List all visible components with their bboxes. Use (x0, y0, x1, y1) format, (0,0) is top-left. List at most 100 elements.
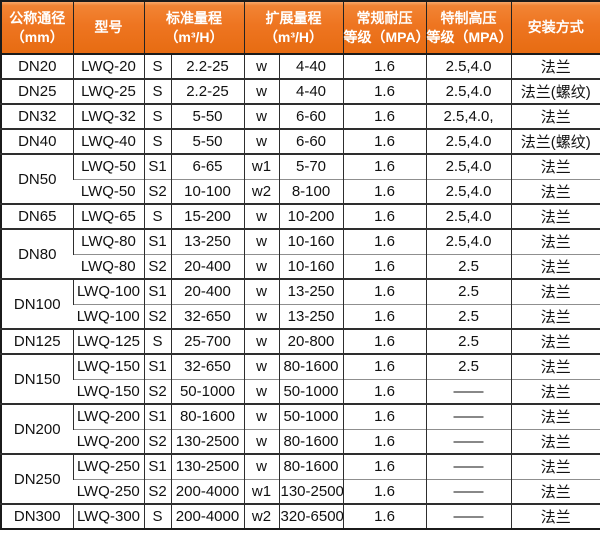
normal-pressure-cell: 1.6 (342, 278, 426, 304)
install-method-cell: 法兰 (510, 453, 600, 479)
standard-range-cell: 13-250 (170, 228, 244, 254)
normal-pressure-cell: 1.6 (342, 478, 426, 504)
install-method-cell: 法兰 (510, 328, 600, 354)
extended-range-cell: 10-160 (278, 253, 343, 279)
extended-grade-cell: w (243, 53, 279, 79)
install-method-cell: 法兰 (510, 503, 600, 529)
model-cell: LWQ-25 (72, 78, 144, 104)
table-row: DN65 LWQ-65 S 15-200 w 10-200 1.6 2.5,4.0 法兰 (1, 203, 600, 229)
extended-range-cell: 10-200 (278, 203, 343, 229)
install-method-cell: 法兰 (510, 253, 600, 279)
header-label-line: 标准量程 (166, 9, 222, 26)
standard-grade-cell: S (143, 103, 171, 129)
standard-grade-cell: S1 (143, 278, 171, 304)
standard-range-cell: 15-200 (170, 203, 244, 229)
table-row: DN200 LWQ-200 S1 80-1600 w 50-1000 1.6 —— 法兰 (1, 403, 600, 454)
table-row: LWQ-50 S2 10-100 w2 8-100 1.6 2.5,4.0 法兰 (1, 178, 600, 204)
model-cell: LWQ-20 (72, 53, 144, 79)
model-cell: LWQ-65 (72, 203, 144, 229)
normal-pressure-cell: 1.6 (342, 353, 426, 379)
model-cell: LWQ-32 (72, 103, 144, 129)
standard-grade-cell: S2 (143, 478, 171, 504)
nominal-diameter-cell: DN100 (1, 278, 73, 329)
extended-grade-cell: w1 (243, 153, 279, 179)
special-pressure-cell: 2.5,4.0, (425, 103, 511, 129)
standard-grade-cell: S (143, 128, 171, 154)
extended-range-cell: 80-1600 (278, 428, 343, 454)
model-cell: LWQ-100 (73, 303, 144, 329)
table-header: 公称通径 （mm） 型号 标准量程 （m³/H） 扩展量程 （m³/H） 常规耐… (1, 1, 600, 55)
header-special-pressure: 特制高压 等级（MPA） (425, 1, 513, 55)
extended-grade-cell: w (243, 453, 279, 479)
special-pressure-cell: —— (425, 428, 511, 454)
normal-pressure-cell: 1.6 (342, 378, 426, 404)
standard-grade-cell: S2 (143, 303, 171, 329)
normal-pressure-cell: 1.6 (342, 103, 426, 129)
model-cell: LWQ-80 (73, 253, 144, 279)
standard-range-cell: 6-65 (170, 153, 244, 179)
install-method-cell: 法兰 (510, 178, 600, 204)
model-cell: LWQ-200 (73, 428, 144, 454)
extended-range-cell: 10-160 (278, 228, 343, 254)
install-method-cell: 法兰 (510, 203, 600, 229)
standard-range-cell: 80-1600 (170, 403, 244, 429)
normal-pressure-cell: 1.6 (342, 403, 426, 429)
special-pressure-cell: 2.5,4.0 (425, 153, 511, 179)
nominal-diameter-cell: DN200 (1, 403, 73, 454)
table-row: DN100 LWQ-100 S1 20-400 w 13-250 1.6 2.5 法兰 (1, 278, 600, 329)
header-label-line: （m³/H） (263, 28, 324, 45)
model-cell: LWQ-250 (73, 478, 144, 504)
model-cell: LWQ-100 (72, 278, 144, 304)
header-standard-range: 标准量程 （m³/H） (143, 1, 244, 55)
install-method-cell: 法兰 (510, 278, 600, 304)
model-cell: LWQ-200 (72, 403, 144, 429)
nominal-diameter-cell: DN40 (1, 128, 73, 154)
special-pressure-cell: 2.5 (425, 353, 511, 379)
install-method-cell: 法兰(螺纹) (510, 78, 600, 104)
standard-range-cell: 200-4000 (170, 478, 244, 504)
special-pressure-cell: 2.5,4.0 (425, 53, 511, 79)
install-method-cell: 法兰 (510, 53, 600, 79)
normal-pressure-cell: 1.6 (342, 253, 426, 279)
model-cell: LWQ-150 (72, 353, 144, 379)
table-row: DN300 LWQ-300 S 200-4000 w2 320-6500 1.6 —— 法兰 (1, 503, 600, 529)
install-method-cell: 法兰 (510, 303, 600, 329)
nominal-diameter-cell: DN20 (1, 53, 73, 79)
model-cell: LWQ-80 (72, 228, 144, 254)
nominal-diameter-cell: DN125 (1, 328, 73, 354)
special-pressure-cell: 2.5 (425, 303, 511, 329)
extended-range-cell: 80-1600 (278, 453, 343, 479)
install-method-cell: 法兰 (510, 478, 600, 504)
normal-pressure-cell: 1.6 (342, 228, 426, 254)
extended-range-cell: 6-60 (278, 128, 343, 154)
header-label-line: （mm） (10, 28, 64, 45)
model-cell: LWQ-50 (73, 178, 144, 204)
special-pressure-cell: —— (425, 378, 511, 404)
standard-range-cell: 10-100 (170, 178, 244, 204)
table-row: DN25 LWQ-25 S 2.2-25 w 4-40 1.6 2.5,4.0 法兰(螺纹) (1, 78, 600, 104)
standard-grade-cell: S1 (143, 403, 171, 429)
standard-grade-cell: S1 (143, 153, 171, 179)
header-label-line: 常规耐压 (356, 9, 413, 26)
header-normal-pressure: 常规耐压 等级（MPA） (342, 1, 430, 55)
extended-grade-cell: w (243, 328, 279, 354)
standard-range-cell: 130-2500 (170, 428, 244, 454)
standard-grade-cell: S (143, 53, 171, 79)
header-label-line: 扩展量程 (265, 9, 322, 26)
normal-pressure-cell: 1.6 (342, 428, 426, 454)
nominal-diameter-cell: DN25 (1, 78, 73, 104)
nominal-diameter-cell: DN300 (1, 503, 73, 529)
special-pressure-cell: 2.5 (425, 278, 511, 304)
special-pressure-cell: —— (425, 478, 511, 504)
standard-range-cell: 2.2-25 (170, 53, 244, 79)
header-label-line: 特制高压 (440, 9, 497, 26)
standard-range-cell: 20-400 (170, 278, 244, 304)
standard-range-cell: 200-4000 (170, 503, 244, 529)
extended-range-cell: 20-800 (278, 328, 343, 354)
extended-range-cell: 50-1000 (278, 378, 343, 404)
standard-range-cell: 5-50 (170, 103, 244, 129)
extended-range-cell: 80-1600 (278, 353, 343, 379)
table-body: DN20 LWQ-20 S 2.2-25 w 4-40 1.6 2.5,4.0 法兰 DN25 LW… (1, 53, 600, 529)
special-pressure-cell: —— (425, 403, 511, 429)
